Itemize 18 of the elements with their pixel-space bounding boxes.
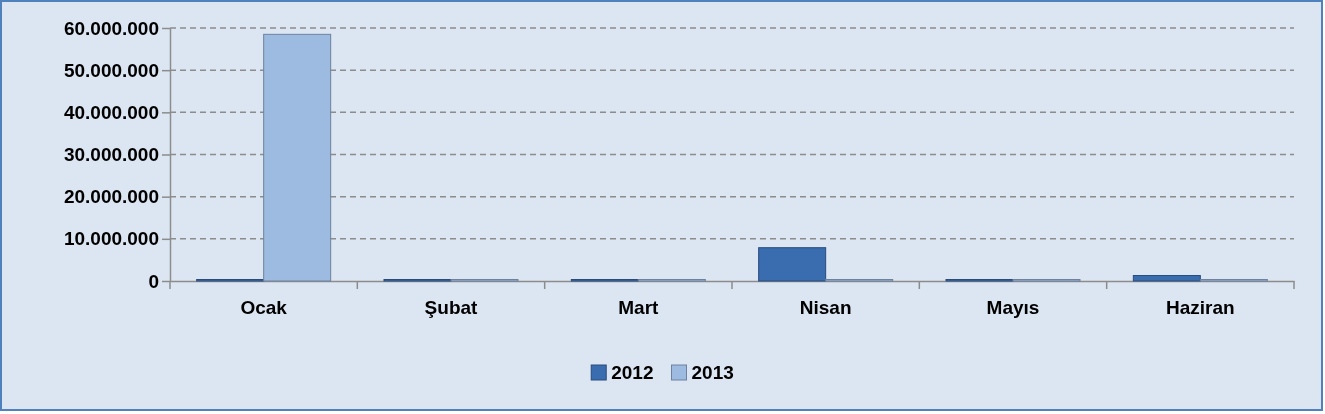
bar (263, 33, 332, 282)
x-tick-label: Şubat (424, 297, 479, 319)
y-tick-label: 0 (148, 270, 159, 292)
x-tick-label: Mart (618, 297, 660, 319)
y-tick-label: 30.000.000 (63, 144, 159, 166)
y-tick-label: 10.000.000 (63, 228, 159, 250)
y-tick-label: 50.000.000 (63, 59, 159, 81)
x-tick-label: Nisan (799, 297, 852, 319)
legend-label: 2012 (611, 362, 654, 383)
bar (1132, 275, 1201, 282)
y-tick-label: 60.000.000 (63, 17, 159, 39)
y-tick-label: 40.000.000 (63, 101, 159, 123)
x-tick-label: Haziran (1166, 297, 1235, 319)
x-tick-label: Mayıs (986, 297, 1040, 319)
legend-label: 2013 (691, 362, 734, 383)
bar (758, 247, 827, 282)
x-tick-label: Ocak (240, 297, 288, 319)
y-tick-label: 20.000.000 (63, 186, 159, 208)
